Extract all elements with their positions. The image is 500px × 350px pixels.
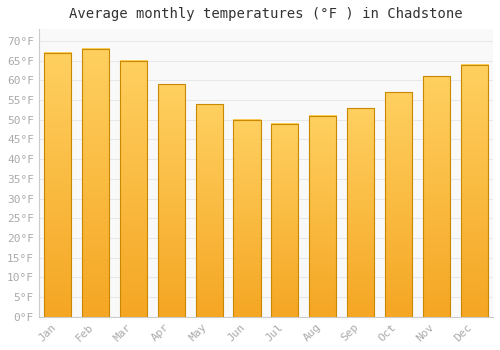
Bar xyxy=(271,124,298,317)
Bar xyxy=(44,53,72,317)
Bar xyxy=(158,84,185,317)
Bar xyxy=(385,92,412,317)
Bar xyxy=(309,116,336,317)
Bar xyxy=(460,64,488,317)
Bar xyxy=(234,120,260,317)
Title: Average monthly temperatures (°F ) in Chadstone: Average monthly temperatures (°F ) in Ch… xyxy=(69,7,462,21)
Bar xyxy=(347,108,374,317)
Bar xyxy=(422,76,450,317)
Bar xyxy=(196,104,223,317)
Bar xyxy=(120,61,147,317)
Bar xyxy=(82,49,109,317)
